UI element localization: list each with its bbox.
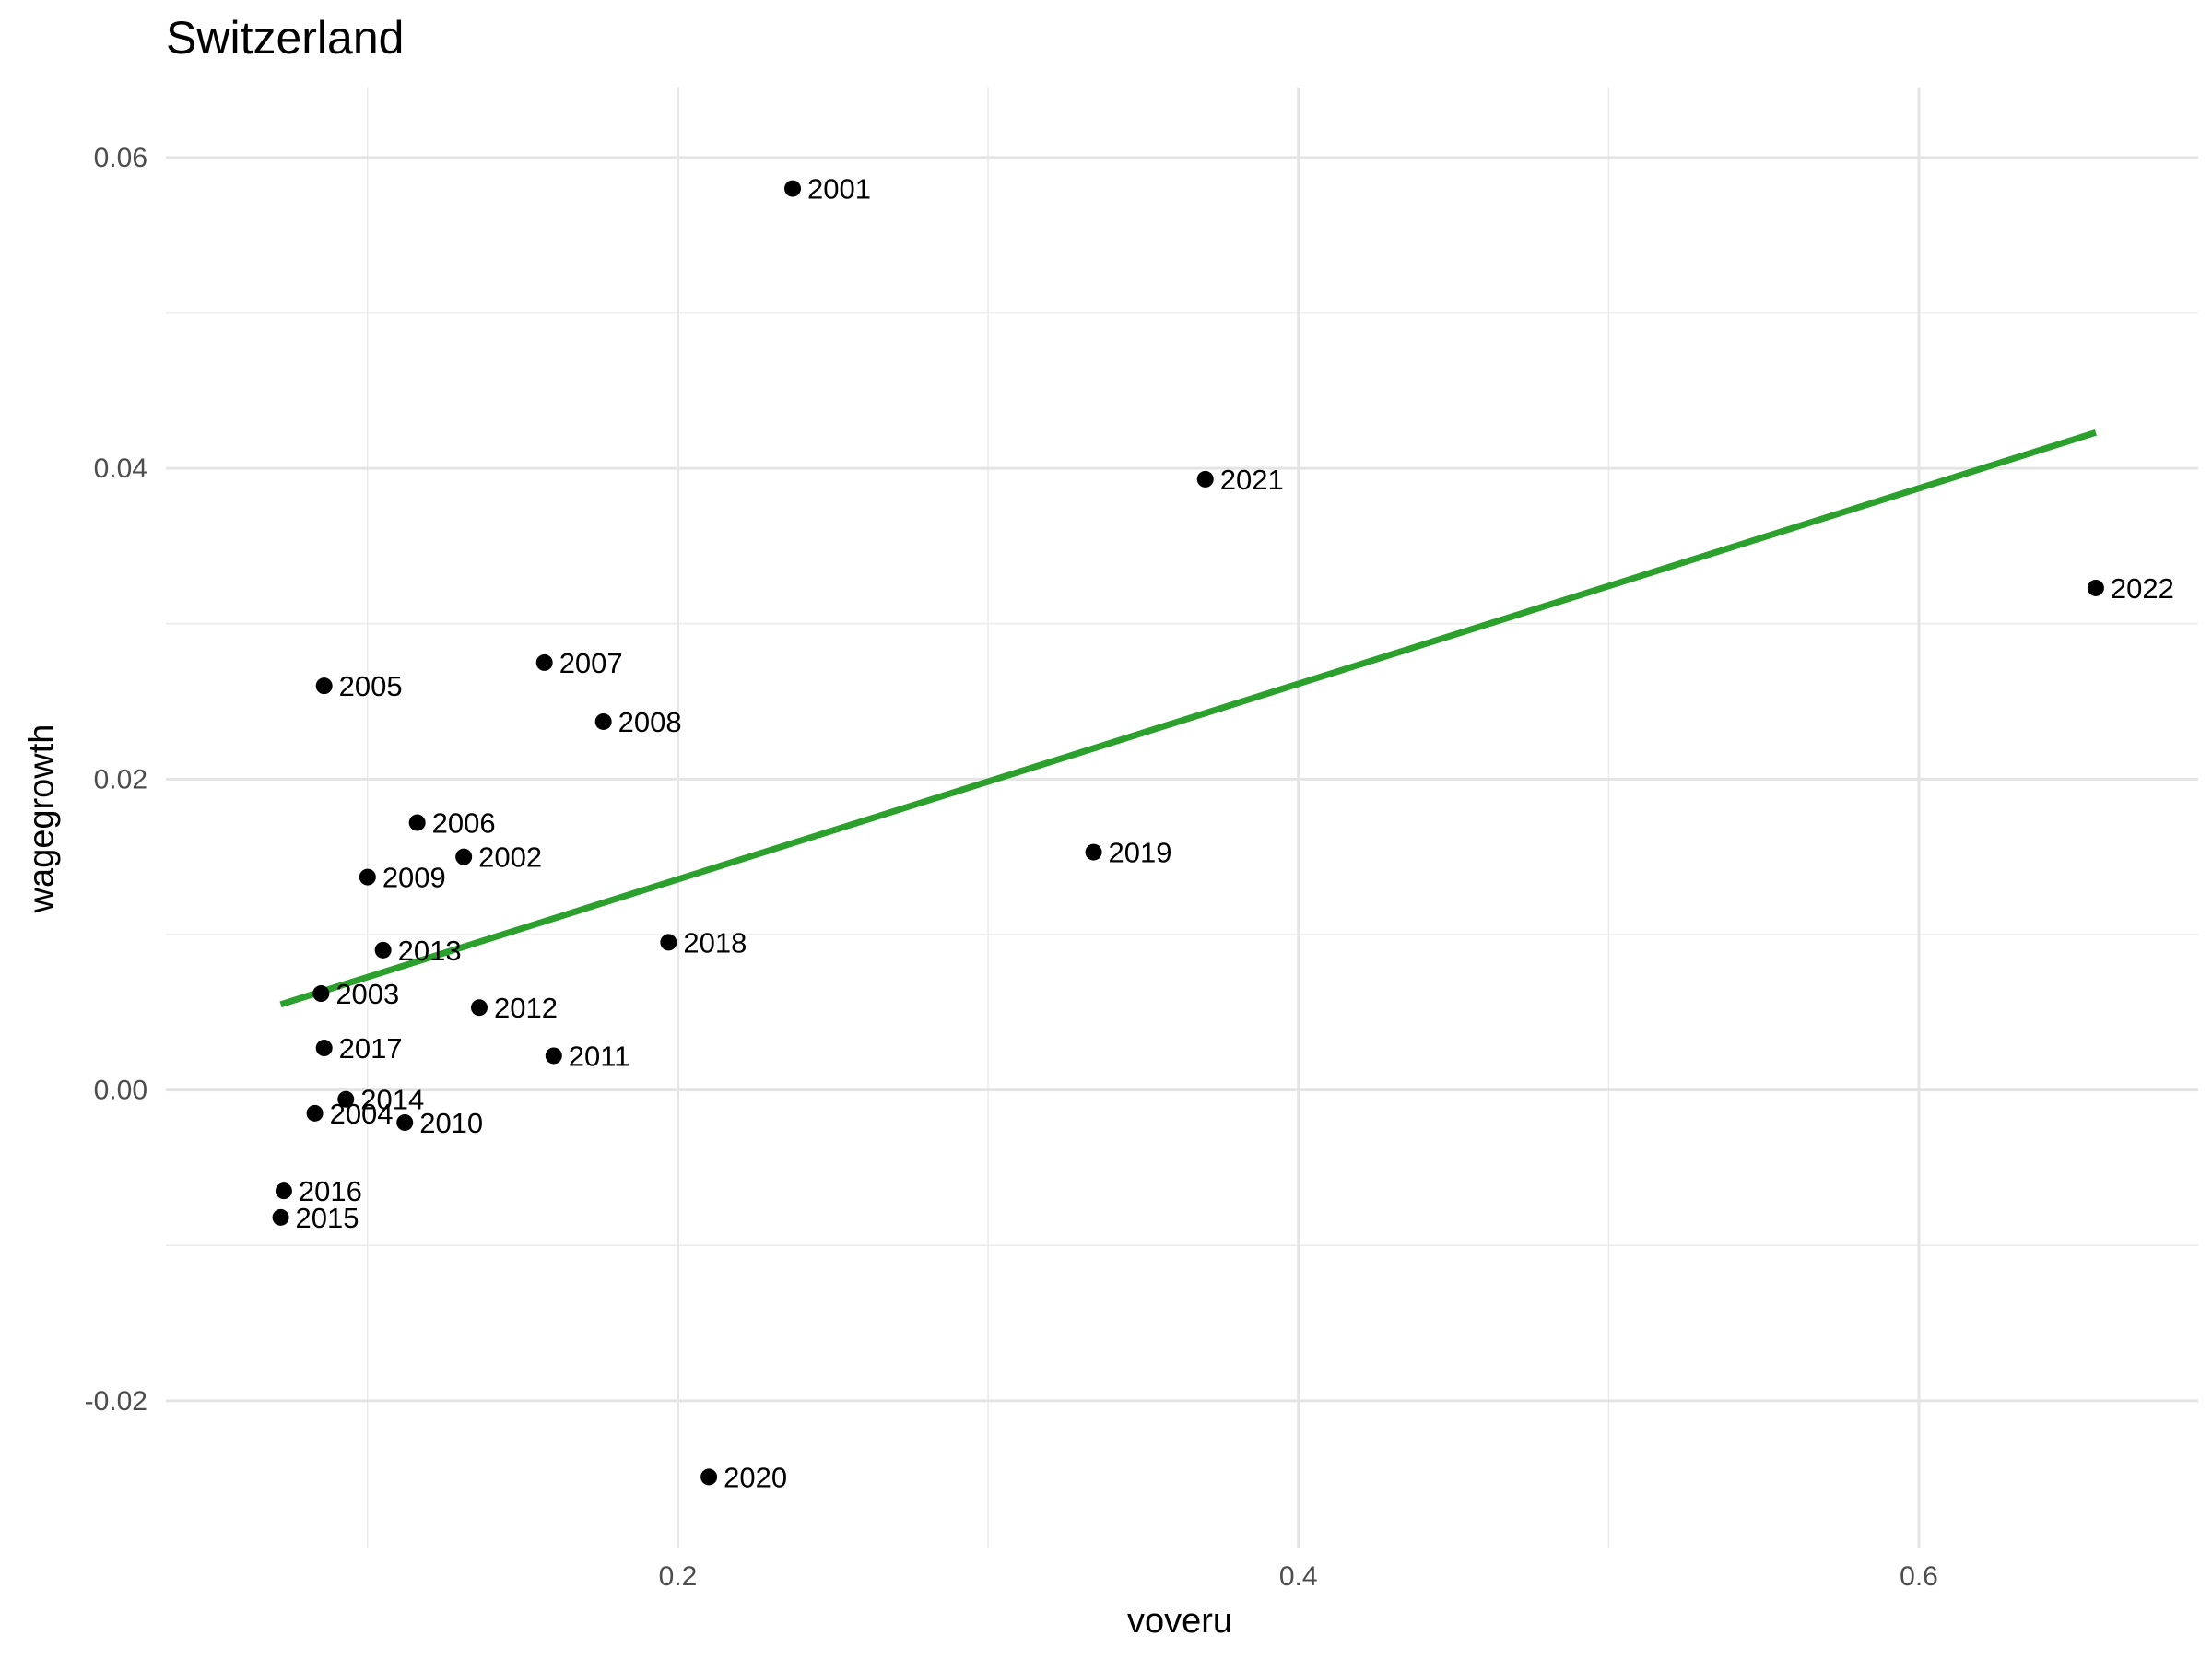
data-point <box>312 985 330 1003</box>
data-point <box>337 1090 355 1108</box>
data-point-label: 2008 <box>618 706 682 738</box>
data-point <box>315 677 333 695</box>
data-point-label: 2013 <box>398 935 462 967</box>
y-tick-label: 0.00 <box>94 1076 147 1106</box>
data-point-label: 2002 <box>478 841 542 874</box>
data-point <box>1085 843 1102 861</box>
data-point <box>315 1040 333 1057</box>
data-point-label: 2022 <box>2111 572 2174 605</box>
y-tick-label: -0.02 <box>85 1386 147 1417</box>
data-point <box>359 868 376 886</box>
data-point <box>700 1468 718 1486</box>
x-axis-ticks: 0.2 0.4 0.6 <box>659 1561 1938 1592</box>
grid-major <box>166 88 2198 1548</box>
trend-line <box>279 429 2097 1008</box>
data-point-label: 2018 <box>683 926 747 959</box>
data-point-label: 2019 <box>1109 837 1172 869</box>
data-points <box>272 180 2104 1486</box>
y-axis-ticks: -0.02 0.00 0.02 0.04 0.06 <box>85 143 147 1417</box>
x-tick-label: 0.6 <box>1900 1561 1938 1592</box>
y-tick-label: 0.06 <box>94 143 147 173</box>
data-point-label: 2015 <box>296 1202 359 1234</box>
data-point <box>660 934 677 951</box>
data-point-label: 2012 <box>494 992 558 1024</box>
data-point-label: 2021 <box>1220 464 1284 496</box>
data-point <box>275 1182 292 1200</box>
data-point <box>396 1113 414 1131</box>
data-point <box>272 1208 289 1226</box>
grid-minor <box>166 88 2198 1548</box>
data-point-label: 2020 <box>724 1461 787 1493</box>
y-tick-label: 0.02 <box>94 764 147 794</box>
y-axis-label: wagegrowth <box>22 724 62 913</box>
data-point-label: 2003 <box>335 978 399 1010</box>
data-point <box>455 848 473 865</box>
data-point-labels: 2001 2002 2003 2004 2005 2006 2007 2008 2009 2010… <box>296 173 2174 1494</box>
data-point <box>1196 470 1214 488</box>
data-point <box>471 999 488 1017</box>
data-point <box>594 712 612 730</box>
data-point-label: 2016 <box>299 1175 362 1207</box>
data-point-label: 2009 <box>382 862 446 894</box>
data-point <box>374 941 392 959</box>
chart-title: Switzerland <box>166 12 405 64</box>
data-point-label: 2004 <box>330 1098 394 1130</box>
trend-line-group <box>279 429 2097 1008</box>
x-axis-label: voveru <box>1126 1602 1233 1641</box>
data-point-label: 2010 <box>419 1107 483 1139</box>
x-tick-label: 0.2 <box>659 1561 698 1592</box>
y-tick-label: 0.04 <box>94 453 147 484</box>
data-point <box>545 1047 562 1065</box>
data-point-label: 2017 <box>339 1032 403 1065</box>
data-point-label: 2014 <box>360 1084 424 1116</box>
data-point-label: 2006 <box>432 807 496 840</box>
data-point-label: 2011 <box>569 1040 630 1072</box>
data-point <box>306 1104 324 1122</box>
data-point-label: 2005 <box>339 670 403 702</box>
x-tick-label: 0.4 <box>1279 1561 1318 1592</box>
data-point <box>2087 579 2104 596</box>
data-point-label: 2007 <box>559 647 623 679</box>
data-point <box>784 180 802 197</box>
data-point <box>408 814 426 831</box>
data-point-label: 2001 <box>807 173 871 206</box>
data-point <box>535 653 553 671</box>
